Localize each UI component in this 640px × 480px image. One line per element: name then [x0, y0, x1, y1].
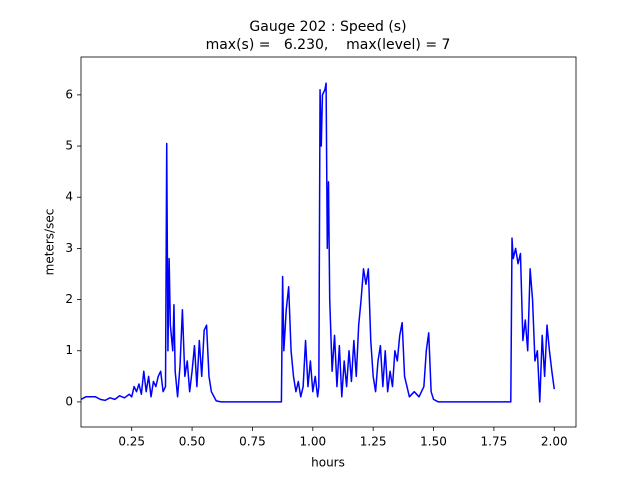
- x-tick-label: 1.75: [481, 435, 508, 449]
- y-axis-label: meters/sec: [43, 209, 57, 276]
- x-tick-label: 2.00: [541, 435, 568, 449]
- y-tick-label: 1: [65, 343, 73, 357]
- x-tick-label: 0.50: [179, 435, 206, 449]
- y-tick-label: 4: [65, 190, 73, 204]
- x-tick-label: 0.75: [239, 435, 266, 449]
- y-tick-label: 6: [65, 87, 73, 101]
- y-tick-label: 2: [65, 292, 73, 306]
- chart-subtitle: max(s) = 6.230, max(level) = 7: [206, 37, 451, 53]
- x-tick-label: 0.25: [118, 435, 145, 449]
- y-tick-label: 3: [65, 241, 73, 255]
- x-tick-label: 1.00: [299, 435, 326, 449]
- data-line: [81, 82, 556, 403]
- chart-title: Gauge 202 : Speed (s): [249, 19, 406, 35]
- x-tick-label: 1.50: [420, 435, 447, 449]
- x-tick-label: 1.25: [360, 435, 387, 449]
- x-axis-label: hours: [311, 456, 345, 470]
- y-tick-label: 0: [65, 394, 73, 408]
- plot-frame: [80, 56, 577, 428]
- y-tick-label: 5: [65, 139, 73, 153]
